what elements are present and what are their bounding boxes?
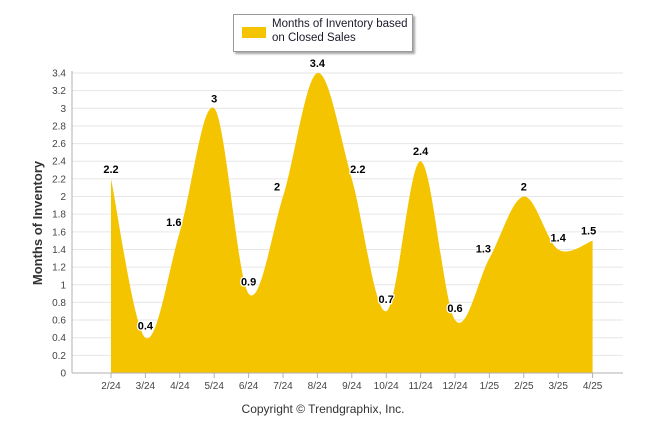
y-tick-label: 2.2 — [52, 174, 66, 185]
data-label: 2 — [521, 182, 527, 194]
legend-label: Months of Inventory based on Closed Sale… — [272, 18, 408, 44]
x-tick-label: 12/24 — [442, 381, 467, 392]
y-tick-label: 0 — [60, 369, 66, 380]
data-label: 3 — [211, 93, 217, 105]
x-tick-label: 9/24 — [342, 381, 362, 392]
y-tick-label: 3.4 — [52, 69, 66, 80]
y-tick-label: 1 — [60, 280, 66, 291]
legend-swatch — [242, 27, 266, 38]
y-tick-label: 3 — [60, 104, 66, 115]
y-axis-title: Months of Inventory — [30, 160, 45, 285]
x-tick-label: 1/25 — [480, 381, 500, 392]
x-tick-label: 8/24 — [308, 381, 328, 392]
x-tick-label: 4/25 — [583, 381, 603, 392]
x-tick-label: 4/24 — [170, 381, 190, 392]
y-tick-label: 1.2 — [52, 263, 66, 274]
data-label: 1.6 — [166, 217, 181, 229]
x-tick-label: 6/24 — [239, 381, 259, 392]
x-tick-label: 2/25 — [514, 381, 534, 392]
x-tick-label: 2/24 — [101, 381, 121, 392]
data-label: 2 — [274, 182, 280, 194]
x-tick-label: 10/24 — [374, 381, 399, 392]
x-tick-labels: 2/24 3/24 4/24 5/24 6/24 7/24 8/24 9/24 10/24 11/… — [101, 381, 603, 392]
y-tick-label: 2.4 — [52, 157, 66, 168]
axes — [71, 71, 623, 378]
area-series — [111, 72, 593, 373]
x-tick-label: 3/25 — [548, 381, 568, 392]
y-tick-label: 0.8 — [52, 298, 66, 309]
x-tick-label: 3/24 — [136, 381, 156, 392]
data-label: 1.3 — [476, 243, 491, 255]
y-tick-label: 3.2 — [52, 86, 66, 97]
data-label: 2.4 — [413, 146, 429, 158]
chart-canvas: 0 0.2 0.4 0.6 0.8 1 1.2 1.4 1.6 1.8 2 2.2 2.4 2.6 2.8 3… — [30, 57, 623, 392]
x-tick-label: 11/24 — [408, 381, 433, 392]
x-tick-label: 5/24 — [204, 381, 224, 392]
data-label: 1.4 — [551, 232, 567, 244]
copyright-text: Copyright © Trendgraphix, Inc. — [241, 402, 405, 416]
data-label: 1.5 — [581, 226, 596, 238]
y-tick-label: 2.8 — [52, 121, 66, 132]
y-tick-label: 1.8 — [52, 210, 66, 221]
y-tick-label: 1.4 — [52, 245, 66, 256]
grid-lines — [72, 72, 623, 374]
y-tick-label: 2.6 — [52, 139, 66, 150]
data-label: 2.2 — [350, 164, 365, 176]
x-tick-label: 7/24 — [273, 381, 293, 392]
data-label: 2.2 — [103, 164, 118, 176]
data-label: 0.4 — [138, 321, 154, 333]
data-label: 0.6 — [447, 303, 462, 315]
y-tick-labels: 0 0.2 0.4 0.6 0.8 1 1.2 1.4 1.6 1.8 2 2.2 2.4 2.6 2.8 3… — [52, 69, 66, 380]
y-tick-label: 0.6 — [52, 316, 66, 327]
y-tick-label: 0.2 — [52, 351, 66, 362]
data-label: 3.4 — [310, 58, 326, 70]
data-label: 0.9 — [241, 277, 256, 289]
legend: Months of Inventory based on Closed Sale… — [233, 14, 413, 52]
data-label: 0.7 — [379, 294, 394, 306]
y-tick-label: 1.6 — [52, 227, 66, 238]
y-tick-label: 0.4 — [52, 333, 66, 344]
series-area — [111, 72, 593, 373]
data-labels: 2.2 0.4 1.6 3 0.9 2 3.4 2.2 0.7 2.4 0.6 1.3 2 1.4 1.5 — [102, 57, 597, 334]
y-tick-label: 2 — [60, 192, 66, 203]
